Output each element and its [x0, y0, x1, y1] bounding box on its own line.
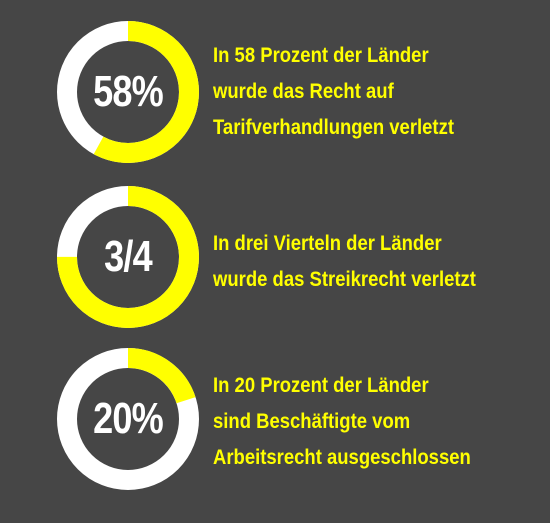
stat-caption: In 58 Prozent der Länder wurde das Recht… [213, 38, 503, 146]
donut-fill-segment [57, 186, 199, 328]
caption-line: sind Beschäftigte vom [213, 410, 411, 433]
caption-line: Tarifverhandlungen verletzt [213, 116, 454, 139]
donut-svg [57, 348, 199, 490]
caption-line: wurde das Streikrecht verletzt [213, 268, 476, 291]
caption-line: In 20 Prozent der Länder [213, 374, 429, 397]
donut-chart: 3/4 [55, 184, 201, 330]
donut-value-label: 20% [93, 394, 164, 443]
donut-fill-segment [57, 348, 199, 490]
donut-value-label: 3/4 [104, 232, 153, 281]
donut-svg [57, 186, 199, 328]
caption-line: In 58 Prozent der Länder [213, 44, 429, 67]
donut-chart: 20% [55, 346, 201, 492]
stat-caption: In 20 Prozent der Länder sind Beschäftig… [213, 368, 503, 476]
caption-line: Arbeitsrecht ausgeschlossen [213, 446, 471, 469]
donut-svg [57, 21, 199, 163]
donut-fill-segment [57, 21, 199, 163]
donut-chart: 58% [55, 19, 201, 165]
caption-line: wurde das Recht auf [213, 80, 394, 103]
caption-line: In drei Vierteln der Länder [213, 232, 442, 255]
stat-caption: In drei Vierteln der Länder wurde das St… [213, 226, 503, 298]
donut-value-label: 58% [93, 67, 164, 116]
